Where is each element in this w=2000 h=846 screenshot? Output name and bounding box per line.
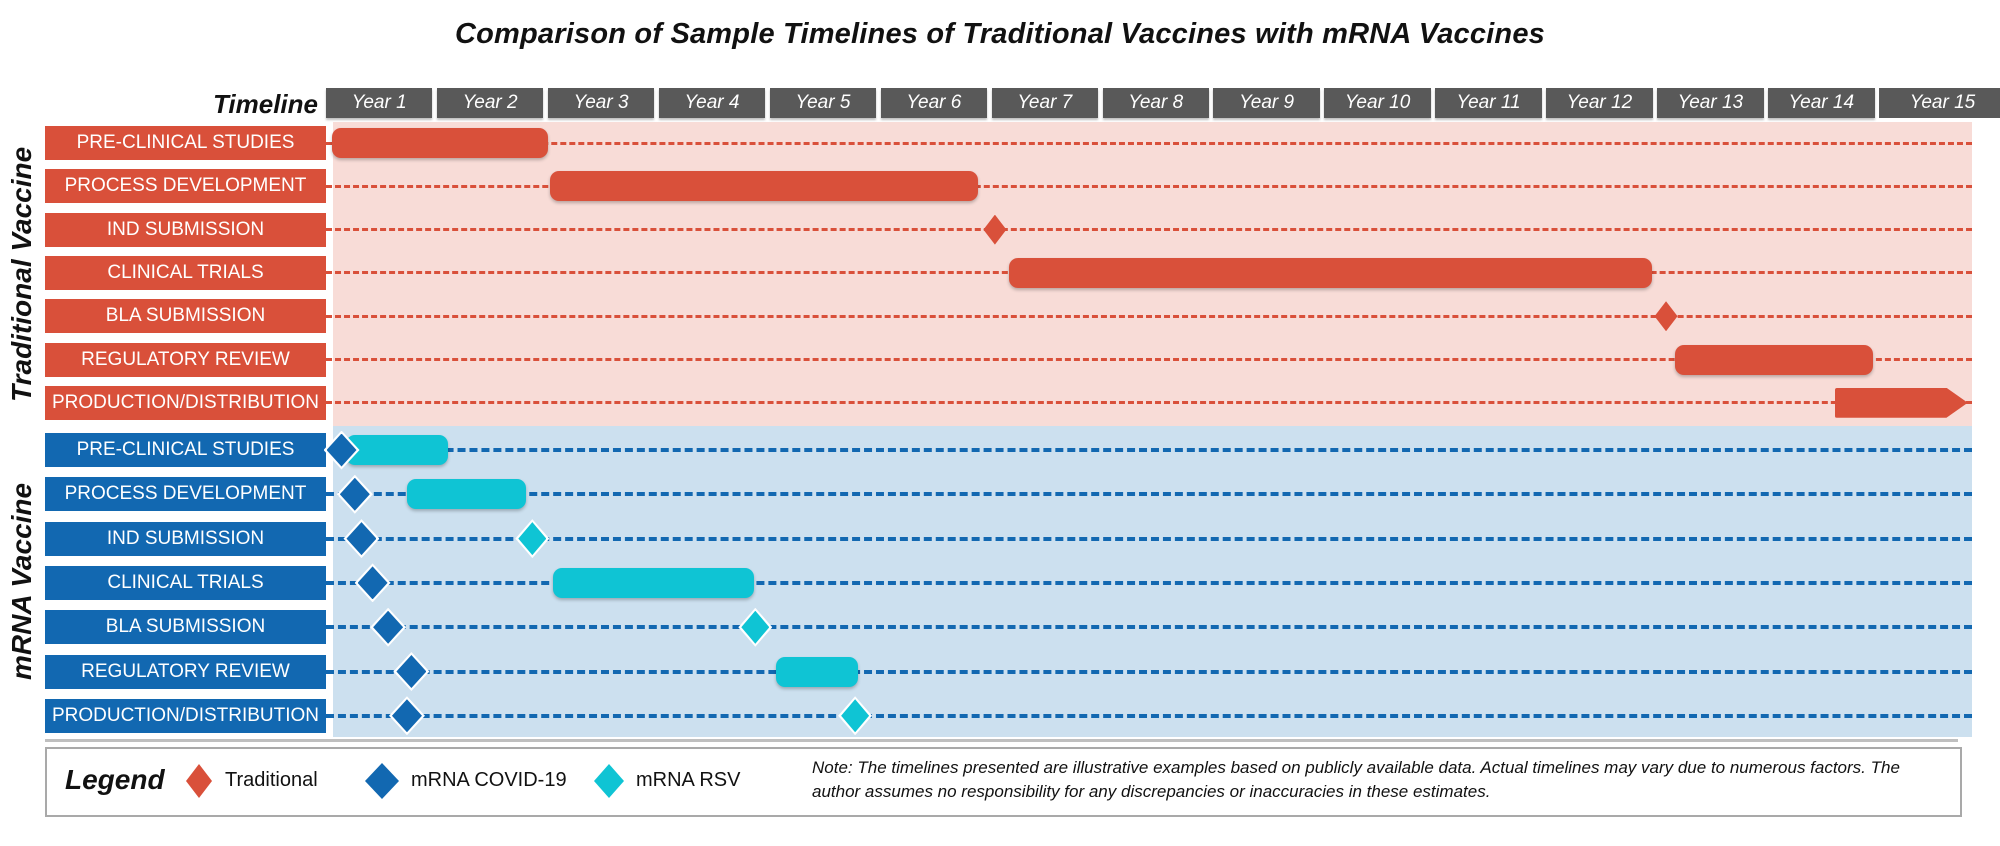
- row-label-clinical-trials: CLINICAL TRIALS: [45, 565, 326, 600]
- arrow-bar-traditional-production-distribution: [1834, 387, 1968, 418]
- row-label-ind-submission: IND SUBMISSION: [45, 212, 326, 247]
- year-header-11: Year 11: [1435, 88, 1542, 118]
- legend-box: Legend Traditional mRNA COVID-19 mRNA RS…: [45, 747, 1962, 817]
- disclaimer-note: Note: The timelines presented are illust…: [812, 758, 1900, 801]
- row-gridline-production-distribution: [326, 401, 1972, 405]
- row-label-regulatory-review: REGULATORY REVIEW: [45, 342, 326, 377]
- row-gridline-regulatory-review: [326, 669, 1972, 674]
- milestone-traditional-bla-submission: [1654, 301, 1678, 332]
- year-header-13: Year 13: [1657, 88, 1764, 118]
- row-label-pre-clinical-studies: PRE-CLINICAL STUDIES: [45, 433, 326, 467]
- row-label-process-development: PROCESS DEVELOPMENT: [45, 169, 326, 204]
- chart-title: Comparison of Sample Timelines of Tradit…: [454, 18, 1546, 50]
- timeline-axis-label: Timeline: [212, 89, 318, 119]
- row-label-ind-submission: IND SUBMISSION: [45, 521, 326, 556]
- year-header-5: Year 5: [769, 88, 877, 118]
- row-label-production-distribution: PRODUCTION/DISTRIBUTION: [45, 698, 326, 733]
- row-gridline-ind-submission: [326, 536, 1972, 541]
- row-label-regulatory-review: REGULATORY REVIEW: [45, 654, 326, 689]
- row-label-process-development: PROCESS DEVELOPMENT: [45, 477, 326, 512]
- year-header-15: Year 15: [1879, 88, 2000, 118]
- row-gridline-clinical-trials: [326, 580, 1972, 585]
- legend-title: Legend: [65, 764, 165, 795]
- row-label-pre-clinical-studies: PRE-CLINICAL STUDIES: [45, 126, 326, 160]
- row-gridline-ind-submission: [326, 228, 1972, 232]
- bar-rsv-pre-clinical-studies: [345, 435, 448, 465]
- covid-diamond-icon: [365, 763, 399, 799]
- row-gridline-regulatory-review: [326, 358, 1972, 361]
- bar-traditional-clinical-trials: [1009, 257, 1652, 288]
- row-gridline-pre-clinical-studies: [326, 448, 1972, 452]
- year-header-3: Year 3: [547, 88, 655, 118]
- year-header-2: Year 2: [436, 88, 544, 118]
- year-header-4: Year 4: [658, 88, 766, 118]
- row-label-production-distribution: PRODUCTION/DISTRIBUTION: [45, 385, 326, 420]
- row-gridline-pre-clinical-studies: [326, 141, 1972, 145]
- row-gridline-process-development: [326, 492, 1972, 497]
- section-label-mrna-vaccine: mRNA Vaccine: [6, 482, 37, 681]
- bar-rsv-regulatory-review: [776, 656, 859, 687]
- rsv-diamond-icon: [594, 764, 624, 798]
- year-header-9: Year 9: [1213, 88, 1320, 118]
- year-header-6: Year 6: [880, 88, 988, 118]
- bar-rsv-process-development: [406, 479, 526, 510]
- row-label-bla-submission: BLA SUBMISSION: [45, 299, 326, 334]
- legend-item-traditional: Traditional: [225, 769, 318, 791]
- year-header-1: Year 1: [326, 88, 433, 118]
- traditional-diamond-icon: [186, 764, 212, 798]
- bar-traditional-process-development: [550, 171, 979, 202]
- year-header-7: Year 7: [991, 88, 1098, 118]
- chart-bottom-border: [45, 739, 1958, 742]
- bar-rsv-clinical-trials: [553, 567, 755, 598]
- legend-item-covid: mRNA COVID-19: [411, 769, 567, 791]
- year-header-10: Year 10: [1324, 88, 1431, 118]
- row-gridline-bla-submission: [326, 314, 1972, 318]
- bar-traditional-regulatory-review: [1674, 344, 1874, 375]
- row-gridline-process-development: [326, 184, 1972, 188]
- section-label-traditional-vaccine: Traditional Vaccine: [6, 146, 37, 402]
- year-header-14: Year 14: [1768, 88, 1875, 118]
- row-label-bla-submission: BLA SUBMISSION: [45, 610, 326, 645]
- row-label-clinical-trials: CLINICAL TRIALS: [45, 255, 326, 290]
- year-header-8: Year 8: [1102, 88, 1209, 118]
- year-header-12: Year 12: [1546, 88, 1653, 118]
- row-gridline-production-distribution: [326, 713, 1972, 718]
- row-gridline-bla-submission: [326, 625, 1972, 630]
- legend-item-rsv: mRNA RSV: [636, 769, 741, 791]
- bar-traditional-pre-clinical-studies: [331, 128, 548, 158]
- milestone-traditional-ind-submission: [983, 214, 1007, 245]
